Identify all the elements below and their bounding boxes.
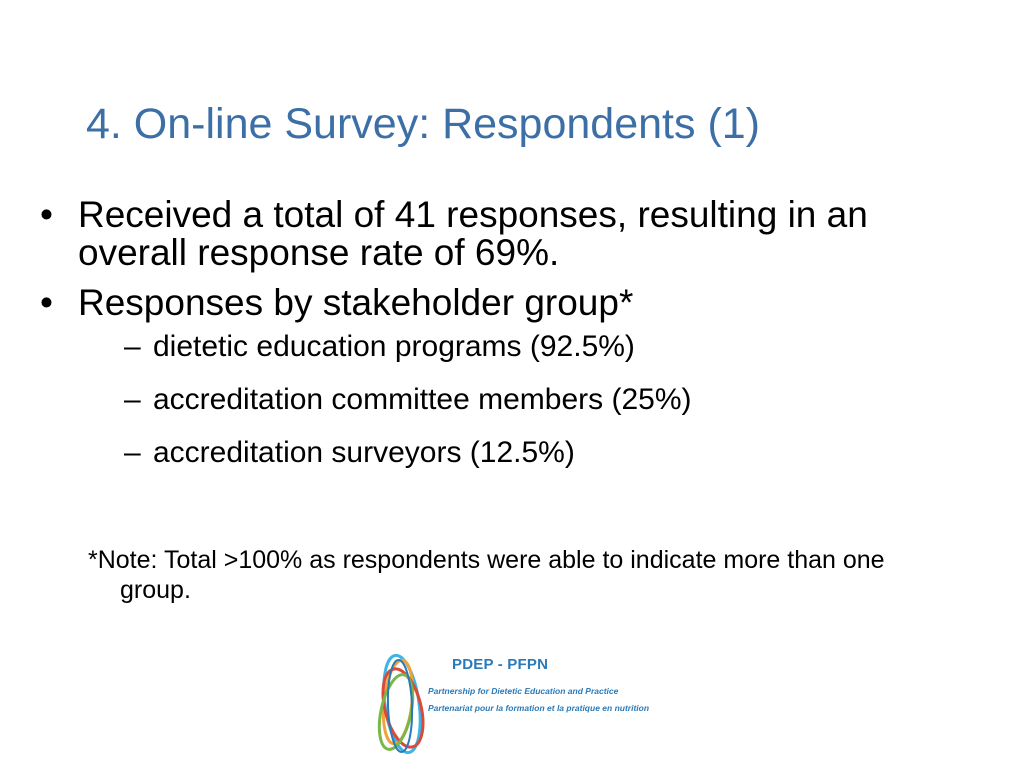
bullet-marker: • bbox=[40, 282, 53, 323]
sub-bullet-text: dietetic education programs (92.5%) bbox=[153, 330, 635, 363]
bullet-list: • Received a total of 41 responses, resu… bbox=[40, 196, 980, 489]
sub-bullet-marker: – bbox=[124, 436, 141, 469]
logo-name: PDEP - PFPN bbox=[452, 656, 549, 673]
logo-tagline-english: Partnership for Dietetic Education and P… bbox=[428, 686, 619, 696]
logo-ring-green bbox=[377, 673, 415, 751]
sub-bullet-item: – accreditation committee members (25%) bbox=[124, 383, 980, 417]
slide-title: 4. On-line Survey: Respondents (1) bbox=[86, 100, 760, 148]
logo-tagline-french: Partenariat pour la formation et la prat… bbox=[428, 703, 650, 713]
sub-bullet-marker: – bbox=[124, 383, 141, 416]
sub-bullet-item: – accreditation surveyors (12.5%) bbox=[124, 436, 980, 470]
sub-bullet-text: accreditation surveyors (12.5%) bbox=[153, 436, 575, 469]
bullet-text: Responses by stakeholder group* bbox=[78, 282, 634, 323]
pdep-rings-logo-icon bbox=[377, 653, 425, 755]
sub-bullet-list: – dietetic education programs (92.5%) – … bbox=[124, 330, 980, 470]
bullet-item-stakeholder-group: • Responses by stakeholder group* – diet… bbox=[40, 284, 980, 470]
bullet-text: Received a total of 41 responses, result… bbox=[78, 194, 868, 273]
bullet-marker: • bbox=[40, 194, 53, 235]
logo-ring-red bbox=[381, 667, 425, 749]
footnote: *Note: Total >100% as respondents were a… bbox=[88, 546, 885, 604]
pdep-pfpn-logo: PDEP - PFPN Partnership for Dietetic Edu… bbox=[372, 646, 649, 766]
logo-ring-blue bbox=[386, 659, 414, 753]
bullet-item-responses-total: • Received a total of 41 responses, resu… bbox=[40, 196, 980, 272]
sub-bullet-text: accreditation committee members (25%) bbox=[153, 383, 692, 416]
sub-bullet-item: – dietetic education programs (92.5%) bbox=[124, 330, 980, 364]
logo-text: PDEP - PFPN Partnership for Dietetic Edu… bbox=[428, 656, 650, 715]
sub-bullet-marker: – bbox=[124, 330, 141, 363]
